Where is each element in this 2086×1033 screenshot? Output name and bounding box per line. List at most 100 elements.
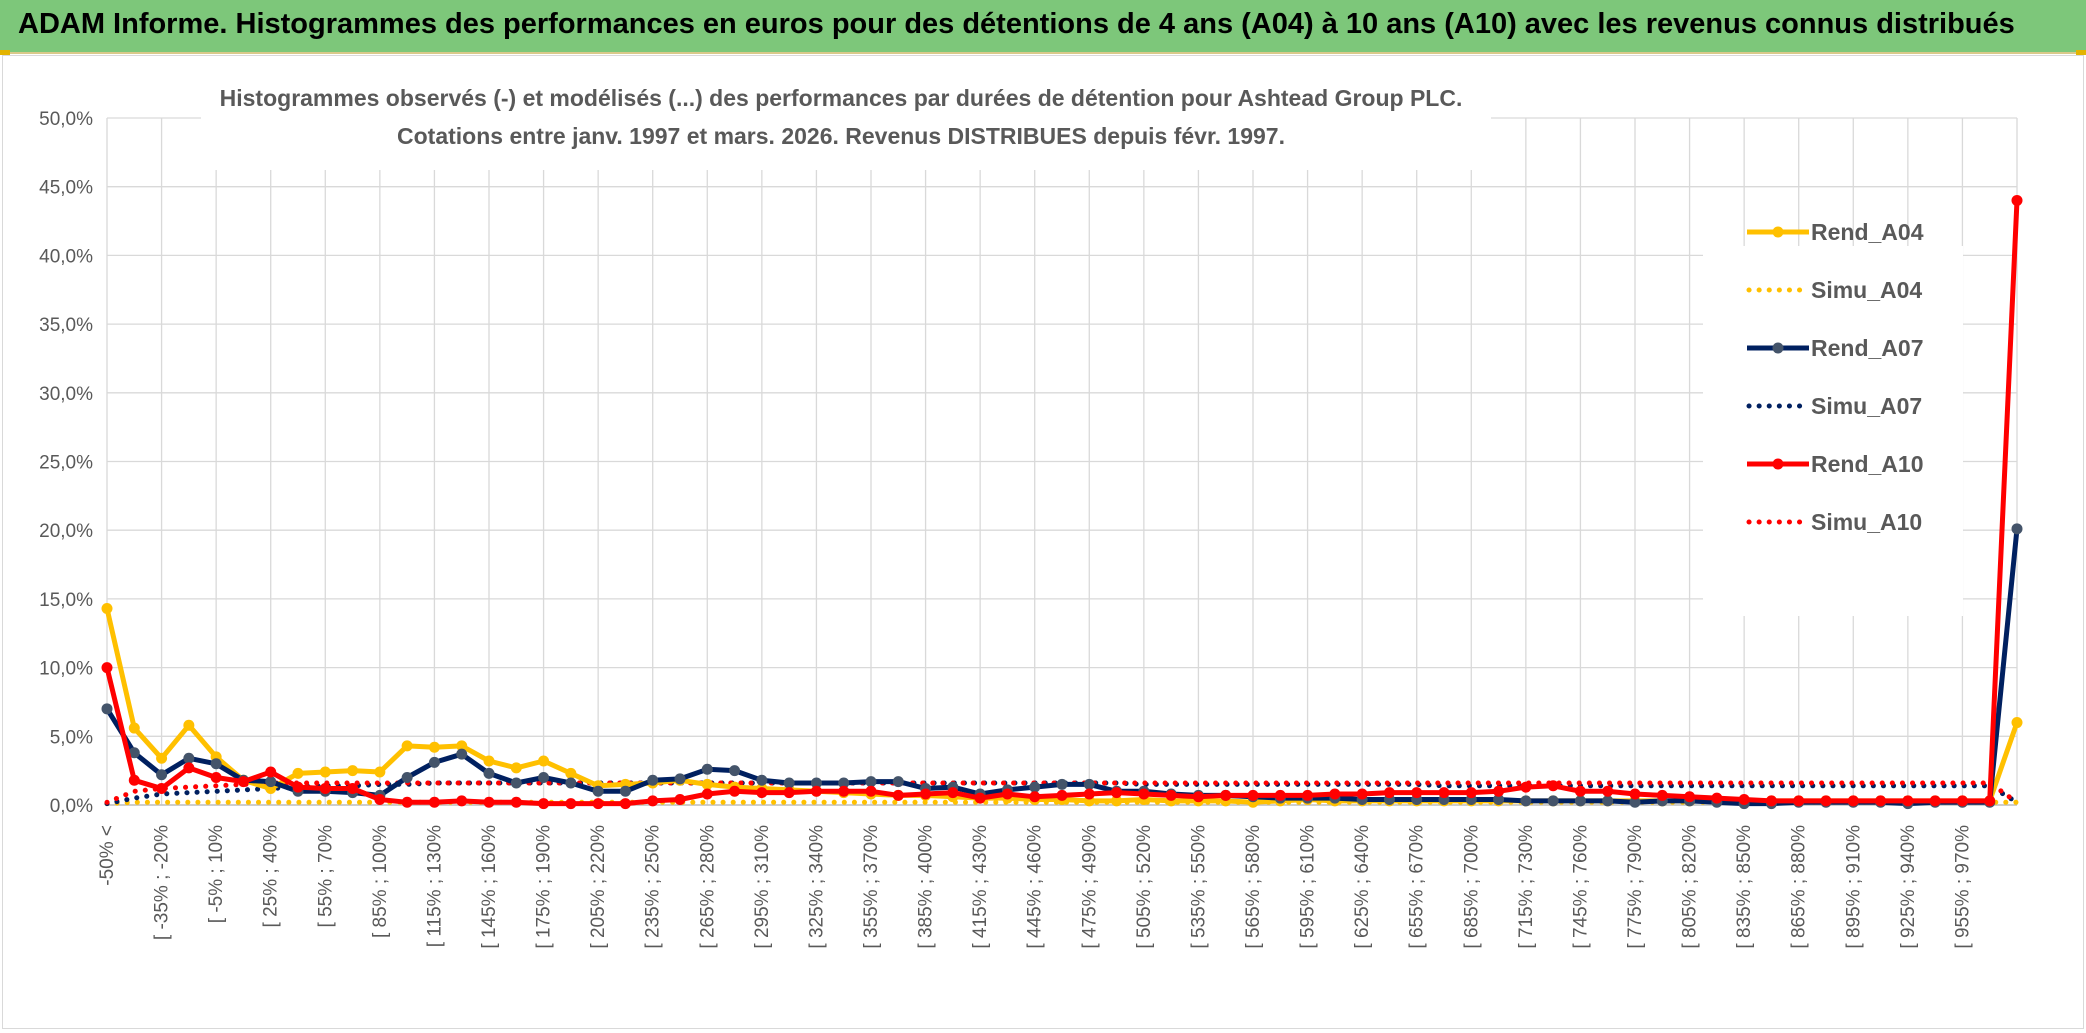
data-point — [428, 796, 440, 808]
legend-label: Rend_A10 — [1811, 451, 1923, 477]
data-point — [783, 777, 795, 789]
x-tick-label: -50% < — [97, 825, 118, 886]
legend-box — [1703, 246, 1963, 616]
x-tick-label: [ 895% ; 910% — [1843, 825, 1864, 949]
title-backdrop — [201, 78, 1491, 170]
legend-label: Rend_A04 — [1811, 219, 1924, 245]
legend-item-Simu_A07: Simu_A07 — [1746, 393, 1922, 419]
data-point — [2011, 194, 2023, 206]
data-point — [1656, 789, 1668, 801]
data-point — [292, 781, 304, 793]
x-axis: -50% < [ -35% ; -20% [ -5% ; 10% [ 25% ; 40… — [97, 804, 2017, 949]
data-point — [2011, 523, 2023, 535]
data-point — [1574, 795, 1586, 807]
data-point — [1192, 791, 1204, 803]
data-point — [210, 772, 222, 784]
banner-corner-right — [2076, 50, 2086, 55]
data-point — [1083, 778, 1095, 790]
data-point — [701, 778, 713, 790]
data-point — [1574, 785, 1586, 797]
data-point — [538, 798, 550, 810]
data-point — [1629, 796, 1641, 808]
data-point — [483, 767, 495, 779]
data-point — [756, 774, 768, 786]
data-point — [483, 796, 495, 808]
chart-area: 0,0% 5,0% 10,0% 15,0% 20,0% 25,0% 30,0% 35,0% 40… — [2, 55, 2084, 1029]
data-point — [619, 785, 631, 797]
data-point — [1793, 795, 1805, 807]
data-point — [1165, 789, 1177, 801]
data-point — [1411, 787, 1423, 799]
data-point — [674, 773, 686, 785]
x-tick-label: [ 385% ; 400% — [916, 825, 937, 949]
x-tick-label: [ 85% ; 100% — [370, 825, 391, 938]
x-tick-label: [ 475% ; 490% — [1079, 825, 1100, 949]
legend-item-Rend_A10: Rend_A10 — [1747, 451, 1923, 477]
data-point — [1602, 795, 1614, 807]
data-point — [1547, 780, 1559, 792]
data-point — [428, 756, 440, 768]
x-tick-label: [ 805% ; 820% — [1680, 825, 1701, 949]
data-point — [1520, 781, 1532, 793]
y-tick-label: 5,0% — [50, 727, 93, 748]
y-tick-label: 25,0% — [39, 453, 93, 474]
x-tick-label: [ 715% ; 730% — [1516, 825, 1537, 949]
x-tick-label: [ 955% ; 970% — [1952, 825, 1973, 949]
data-point — [1465, 787, 1477, 799]
data-point — [1302, 789, 1314, 801]
data-point — [565, 767, 577, 779]
data-point — [892, 789, 904, 801]
data-point — [1056, 789, 1068, 801]
series-Rend_A04 — [101, 603, 2023, 808]
data-point — [810, 785, 822, 797]
data-point — [920, 788, 932, 800]
data-point — [538, 772, 550, 784]
data-point — [1356, 788, 1368, 800]
x-tick-label: [ 25% ; 40% — [261, 825, 282, 928]
data-point — [456, 740, 468, 752]
legend-item-Rend_A04: Rend_A04 — [1747, 219, 1924, 245]
data-point — [647, 795, 659, 807]
data-point — [374, 766, 386, 778]
data-point — [1001, 788, 1013, 800]
data-point — [401, 740, 413, 752]
y-tick-label: 40,0% — [39, 246, 93, 267]
y-tick-label: 0,0% — [50, 796, 93, 817]
legend-marker — [1772, 226, 1784, 238]
data-point — [1547, 795, 1559, 807]
data-point — [183, 752, 195, 764]
y-tick-label: 45,0% — [39, 178, 93, 199]
title-banner: ADAM Informe. Histogrammes des performan… — [0, 0, 2086, 54]
x-tick-label: [ 265% ; 280% — [697, 825, 718, 949]
data-point — [401, 796, 413, 808]
data-point — [838, 777, 850, 789]
data-point — [510, 762, 522, 774]
legend-item-Simu_A10: Simu_A10 — [1746, 509, 1922, 535]
legend-marker — [1772, 458, 1784, 470]
x-tick-label: [ 295% ; 310% — [752, 825, 773, 949]
data-point — [101, 603, 113, 615]
data-point — [319, 783, 331, 795]
data-point — [1383, 787, 1395, 799]
data-point — [565, 777, 577, 789]
data-point — [1220, 789, 1232, 801]
data-point — [1956, 795, 1968, 807]
data-point — [1820, 795, 1832, 807]
data-point — [1984, 795, 1996, 807]
data-point — [565, 798, 577, 810]
data-point — [1329, 788, 1341, 800]
data-point — [619, 798, 631, 810]
x-tick-label: [ 175% ; 190% — [534, 825, 555, 949]
data-point — [292, 767, 304, 779]
data-point — [1875, 795, 1887, 807]
data-point — [1602, 785, 1614, 797]
page-title: ADAM Informe. Histogrammes des performan… — [18, 8, 2015, 40]
x-tick-label: [ -35% ; -20% — [152, 825, 173, 940]
y-tick-label: 50,0% — [39, 109, 93, 130]
y-axis: 0,0% 5,0% 10,0% 15,0% 20,0% 25,0% 30,0% 35,0% 40… — [39, 109, 93, 817]
data-point — [101, 703, 113, 715]
legend-item-Simu_A04: Simu_A04 — [1746, 277, 1922, 303]
data-point — [1684, 791, 1696, 803]
data-point — [401, 772, 413, 784]
data-point — [810, 777, 822, 789]
